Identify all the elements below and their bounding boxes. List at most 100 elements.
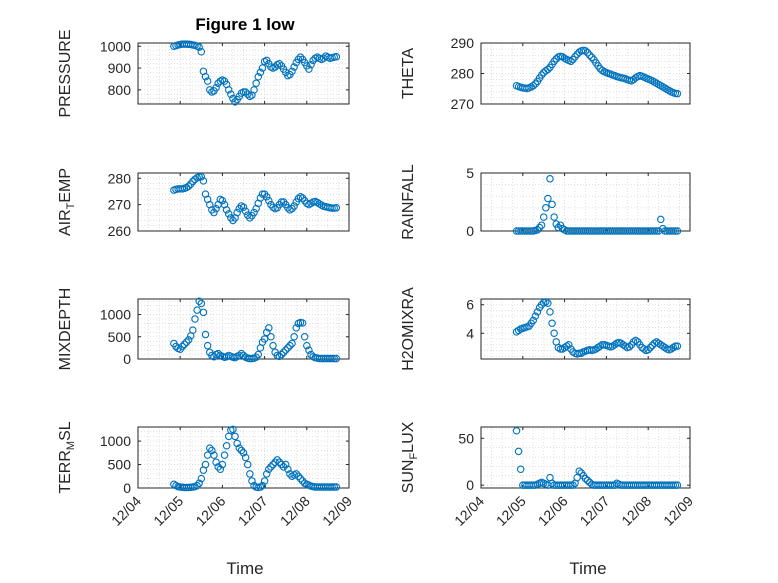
data-point	[514, 447, 523, 456]
series-theta	[512, 46, 682, 98]
data-point	[267, 333, 275, 341]
data-point	[273, 456, 282, 464]
data-point	[332, 483, 341, 491]
data-point	[535, 223, 544, 232]
data-point	[292, 470, 300, 478]
data-point	[254, 350, 263, 359]
data-point	[182, 338, 191, 346]
y-tick-label: 4	[466, 325, 474, 341]
y-tick-label: 1000	[100, 307, 131, 323]
data-point	[544, 299, 552, 308]
data-point	[265, 324, 273, 332]
data-point	[271, 458, 279, 466]
data-point	[170, 480, 178, 488]
data-point	[279, 463, 288, 471]
data-point	[233, 208, 241, 217]
data-point	[294, 194, 303, 203]
data-point	[222, 442, 231, 450]
data-point	[201, 330, 210, 339]
data-point	[227, 90, 235, 98]
data-point	[625, 343, 634, 351]
data-point	[241, 453, 250, 462]
data-point	[328, 483, 336, 491]
data-point	[246, 470, 254, 478]
data-point	[191, 315, 199, 323]
data-point	[332, 204, 341, 212]
data-point	[583, 49, 592, 57]
panel-theta: 270 280 290 THETA	[400, 35, 691, 112]
data-point	[199, 177, 208, 185]
data-point	[281, 346, 290, 354]
data-point	[203, 341, 212, 350]
y-tick-label: 50	[458, 430, 474, 446]
data-point	[290, 202, 298, 210]
data-point	[239, 88, 248, 96]
data-point	[178, 342, 187, 351]
series-sun_flux	[512, 427, 682, 489]
data-point	[673, 227, 682, 235]
data-point	[290, 63, 298, 71]
data-point	[231, 98, 239, 106]
data-point	[332, 52, 341, 61]
data-point	[208, 446, 216, 455]
data-point	[224, 210, 233, 218]
data-point	[569, 481, 577, 489]
data-point	[195, 479, 203, 488]
data-point	[193, 481, 201, 490]
data-point	[254, 73, 263, 81]
data-point	[294, 55, 303, 64]
data-point	[646, 343, 655, 352]
data-point	[222, 206, 231, 214]
y-tick-label: 0	[466, 223, 474, 239]
series-air_temp	[170, 172, 341, 225]
data-point	[571, 52, 579, 61]
data-point	[269, 341, 277, 350]
data-point	[565, 340, 573, 349]
data-point	[514, 326, 523, 335]
panel-h2omixra: 4 6 H2OMIXRA	[400, 287, 691, 371]
axes-box-rainfall	[480, 172, 691, 232]
grid-mixdepth	[137, 299, 350, 360]
data-point	[529, 316, 537, 325]
data-point	[197, 474, 206, 483]
data-point	[533, 308, 542, 316]
data-point	[533, 226, 542, 234]
y-tick-label: 290	[451, 35, 475, 51]
data-point	[575, 467, 583, 475]
data-point	[260, 335, 269, 343]
data-point	[248, 477, 256, 485]
data-point	[300, 333, 309, 341]
data-point	[585, 51, 594, 59]
data-point	[252, 79, 260, 88]
data-point	[330, 483, 338, 491]
data-point	[296, 53, 305, 61]
data-point	[659, 224, 667, 233]
data-point	[205, 86, 214, 94]
data-point	[193, 306, 201, 314]
y-axis-label-terr_msl: TERRMSL	[57, 421, 77, 493]
data-point	[652, 227, 661, 235]
data-point	[237, 446, 246, 455]
data-point	[516, 465, 525, 473]
panel-mixdepth: 0 500 1000 MIXDEPTH	[57, 288, 350, 370]
figure-title: Figure 1 low	[195, 15, 295, 34]
data-point	[212, 83, 220, 92]
data-point	[556, 345, 565, 353]
data-point	[546, 308, 554, 316]
data-point	[216, 465, 225, 473]
data-point	[305, 65, 313, 73]
y-tick-label: 500	[108, 329, 132, 345]
data-point	[673, 342, 682, 350]
axes-box-air_temp	[137, 172, 350, 232]
data-point	[210, 451, 218, 459]
data-point	[673, 89, 682, 98]
data-point	[548, 200, 556, 209]
data-point	[262, 192, 271, 201]
y-tick-label: 500	[108, 457, 132, 473]
data-point	[243, 90, 252, 98]
data-point	[542, 298, 550, 306]
axes-box-h2omixra	[480, 298, 691, 360]
data-point	[537, 71, 546, 79]
data-point	[210, 208, 218, 217]
y-tick-label: 1000	[100, 38, 131, 54]
